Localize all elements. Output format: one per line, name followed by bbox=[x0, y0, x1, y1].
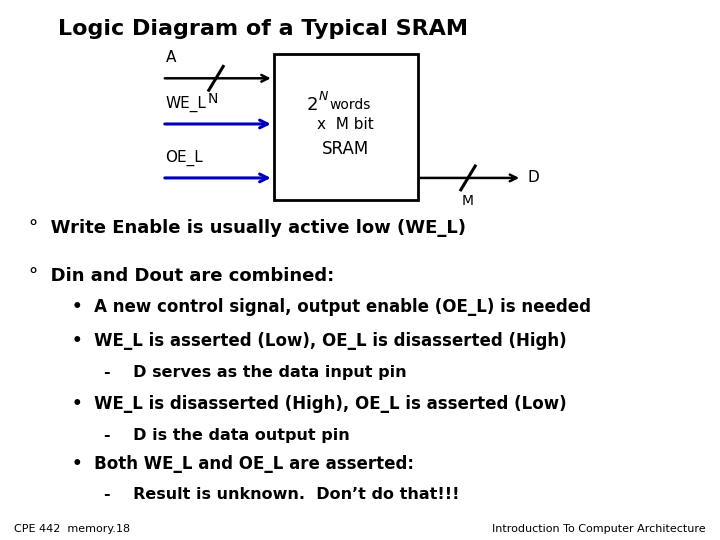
Text: •  A new control signal, output enable (OE_L) is needed: • A new control signal, output enable (O… bbox=[72, 298, 591, 316]
Text: SRAM: SRAM bbox=[322, 139, 369, 158]
Text: -    Result is unknown.  Don’t do that!!!: - Result is unknown. Don’t do that!!! bbox=[104, 487, 460, 502]
Text: x  M bit: x M bit bbox=[318, 117, 374, 132]
Text: A: A bbox=[166, 50, 176, 65]
Text: $N$: $N$ bbox=[318, 90, 329, 103]
Text: Logic Diagram of a Typical SRAM: Logic Diagram of a Typical SRAM bbox=[58, 19, 467, 39]
Text: Introduction To Computer Architecture: Introduction To Computer Architecture bbox=[492, 523, 706, 534]
Text: WE_L: WE_L bbox=[166, 96, 207, 112]
Bar bbox=[274, 54, 418, 200]
Text: N: N bbox=[207, 92, 217, 106]
Text: D: D bbox=[528, 171, 539, 185]
Text: •  Both WE_L and OE_L are asserted:: • Both WE_L and OE_L are asserted: bbox=[72, 455, 414, 472]
Text: CPE 442  memory.18: CPE 442 memory.18 bbox=[14, 523, 130, 534]
Text: M: M bbox=[462, 194, 474, 208]
Text: °  Write Enable is usually active low (WE_L): ° Write Enable is usually active low (WE… bbox=[29, 219, 466, 237]
Text: -    D is the data output pin: - D is the data output pin bbox=[104, 428, 350, 443]
Text: •  WE_L is disasserted (High), OE_L is asserted (Low): • WE_L is disasserted (High), OE_L is as… bbox=[72, 395, 567, 413]
Text: °  Din and Dout are combined:: ° Din and Dout are combined: bbox=[29, 267, 334, 285]
Text: OE_L: OE_L bbox=[166, 150, 203, 166]
Text: -    D serves as the data input pin: - D serves as the data input pin bbox=[104, 364, 407, 380]
Text: •  WE_L is asserted (Low), OE_L is disasserted (High): • WE_L is asserted (Low), OE_L is disass… bbox=[72, 332, 567, 350]
Text: $2$: $2$ bbox=[306, 96, 318, 114]
Text: words: words bbox=[330, 98, 371, 112]
